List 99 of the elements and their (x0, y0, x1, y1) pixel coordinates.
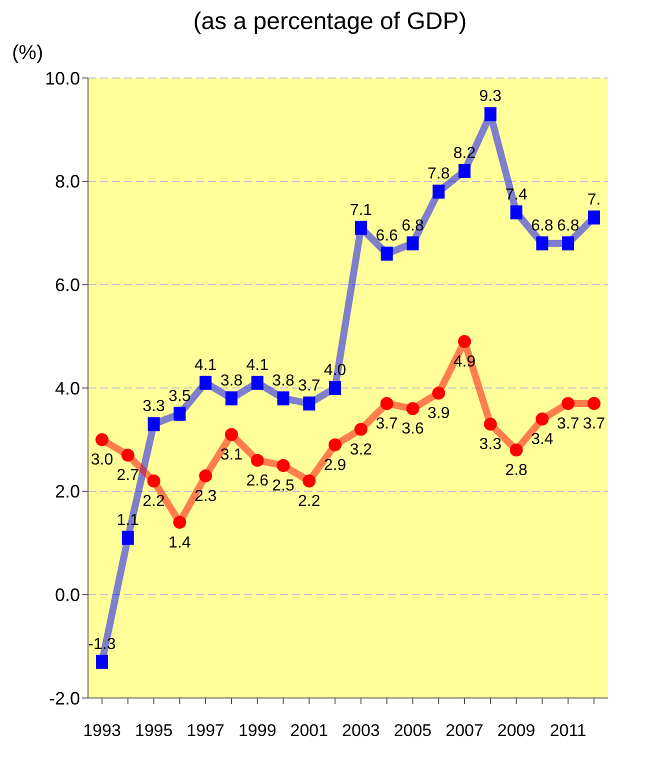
point (432, 386, 446, 400)
point (277, 391, 290, 406)
data-label: 6.8 (402, 217, 424, 234)
data-label: 1.1 (116, 512, 140, 529)
point (588, 397, 600, 410)
point (251, 376, 264, 390)
data-label: 3.7 (298, 378, 320, 394)
point (458, 164, 471, 178)
data-label: 3.0 (90, 452, 114, 469)
data-label: 6.8 (531, 217, 554, 234)
data-label: 2.2 (142, 493, 166, 510)
point (121, 448, 134, 462)
point (406, 236, 419, 250)
y-tick-label: 2.0 (54, 482, 80, 502)
data-label: 4.1 (194, 356, 217, 374)
point (174, 406, 186, 421)
point (199, 469, 212, 482)
point (173, 516, 186, 529)
data-label: 2.7 (116, 467, 140, 484)
point (562, 397, 575, 410)
point (510, 205, 522, 220)
data-label: 2.5 (272, 478, 294, 494)
point (458, 335, 472, 348)
data-label: -1.3 (88, 636, 116, 653)
point (276, 459, 290, 472)
data-label: 7.4 (505, 186, 528, 204)
y-tick-label: 0.0 (54, 585, 80, 606)
data-label: 4.1 (246, 356, 269, 374)
data-label: 1.4 (168, 534, 191, 552)
x-tick-label: 1999 (238, 721, 276, 740)
point (354, 220, 367, 235)
data-label: 3.7 (556, 416, 580, 432)
data-label: 3.3 (479, 436, 502, 454)
data-label: 3.3 (142, 398, 166, 416)
point (96, 654, 108, 669)
data-label: 7.8 (428, 166, 450, 183)
data-label: 8.2 (453, 145, 476, 162)
point (380, 246, 393, 261)
point (200, 376, 212, 390)
x-tick-label: 2007 (446, 721, 484, 740)
point (354, 422, 368, 436)
data-label: 4.9 (453, 354, 476, 370)
data-label: 2.8 (505, 462, 528, 479)
data-label: 2.2 (298, 493, 320, 510)
data-label: 3.1 (220, 446, 243, 464)
x-tick-label: 2009 (497, 721, 536, 740)
point (96, 433, 108, 446)
point (562, 236, 574, 250)
data-label: 6.8 (556, 217, 580, 234)
x-tick-label: 2003 (342, 721, 380, 740)
data-label: 2.9 (324, 456, 346, 474)
point (302, 474, 316, 488)
point (148, 417, 160, 432)
x-tick-label: 1995 (134, 721, 173, 740)
point (536, 412, 549, 426)
y-tick-label: 6.0 (54, 275, 80, 296)
point (484, 107, 496, 122)
x-tick-label: 2005 (394, 721, 432, 740)
y-tick-label: 10.0 (44, 68, 80, 88)
point (510, 444, 523, 456)
data-label: 2.6 (246, 472, 269, 490)
x-tick-label: 2001 (290, 721, 328, 740)
point (224, 428, 238, 441)
data-label: 9.3 (479, 88, 502, 106)
data-label: 6.6 (376, 228, 398, 245)
x-tick-label: 1997 (186, 721, 224, 740)
data-label: 3.2 (350, 441, 372, 458)
data-label: 3.5 (168, 388, 191, 405)
chart-title: (as a percentage of GDP) (192, 8, 468, 37)
point (406, 402, 420, 416)
data-label: 3.7 (582, 416, 606, 432)
data-label: 2.3 (194, 488, 217, 505)
data-label: 3.9 (428, 405, 450, 422)
data-label: 4.0 (324, 362, 346, 379)
data-label: 7. (587, 192, 601, 208)
y-axis-title: (%) (12, 42, 44, 65)
y-tick-label: 8.0 (54, 172, 80, 192)
point (536, 236, 548, 250)
point (225, 391, 238, 406)
point (484, 418, 497, 431)
point (329, 381, 342, 395)
data-label: 3.7 (376, 416, 398, 432)
point (303, 396, 316, 410)
x-tick-label: 2011 (550, 721, 586, 740)
data-label: 3.8 (220, 372, 243, 390)
data-label: 7.1 (350, 202, 372, 219)
point (122, 530, 134, 545)
point (328, 438, 342, 452)
data-label: 3.4 (531, 431, 554, 448)
point (147, 474, 160, 488)
x-tick-label: 1993 (83, 721, 121, 740)
point (380, 397, 394, 410)
y-tick-label: 4.0 (54, 378, 80, 398)
point (432, 184, 445, 199)
y-tick-label: -2.0 (48, 688, 80, 708)
point (588, 210, 600, 224)
point (250, 454, 264, 467)
data-label: 3.8 (272, 372, 294, 390)
data-label: 3.6 (402, 420, 424, 438)
